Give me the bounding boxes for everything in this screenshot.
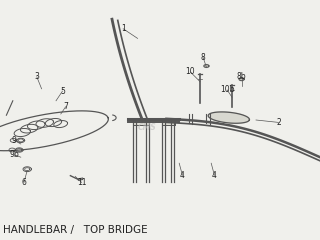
Polygon shape (208, 112, 249, 123)
Text: 9: 9 (12, 136, 17, 145)
Polygon shape (204, 65, 209, 67)
Text: 8: 8 (201, 53, 205, 62)
Text: 10: 10 (186, 67, 195, 77)
Text: 5: 5 (60, 87, 65, 96)
Text: 10b: 10b (220, 85, 235, 95)
Polygon shape (239, 78, 244, 81)
Text: 4: 4 (212, 171, 217, 180)
Text: 4: 4 (180, 171, 185, 180)
Bar (171, 119, 175, 125)
Bar (162, 119, 175, 125)
Text: 2: 2 (276, 118, 281, 127)
Bar (133, 119, 149, 125)
Text: 7: 7 (63, 102, 68, 111)
Text: 11: 11 (77, 178, 86, 187)
Text: HANDLEBAR /   TOP BRIDGE: HANDLEBAR / TOP BRIDGE (3, 225, 148, 235)
Text: CMS: CMS (138, 123, 156, 132)
Text: 3: 3 (34, 72, 39, 81)
Text: 8b: 8b (237, 72, 246, 81)
Text: 9b: 9b (10, 150, 19, 159)
Text: 6: 6 (21, 178, 27, 187)
Text: 1: 1 (121, 24, 125, 33)
Bar (146, 119, 149, 125)
